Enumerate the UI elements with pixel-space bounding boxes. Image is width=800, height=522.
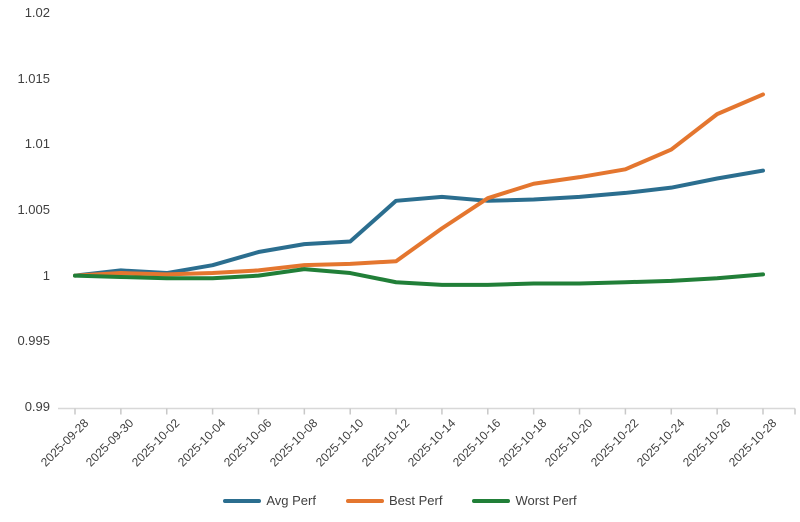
legend-item-worst-perf: Worst Perf — [472, 493, 577, 508]
legend-swatch — [472, 498, 511, 503]
legend-label: Avg Perf — [266, 493, 316, 508]
series-line-avg-perf — [73, 168, 765, 278]
y-tick-label: 0.99 — [24, 399, 50, 414]
y-tick-label: 0.995 — [17, 333, 50, 349]
legend-swatch — [345, 498, 384, 503]
legend-swatch — [223, 498, 262, 503]
y-tick-label: 1.015 — [17, 70, 50, 86]
y-tick-label: 1 — [42, 267, 50, 283]
legend-item-best-perf: Best Perf — [345, 493, 443, 508]
series-line-worst-perf — [73, 267, 765, 287]
y-tick-label: 1.01 — [24, 136, 50, 152]
legend-item-avg-perf: Avg Perf — [223, 493, 316, 508]
y-tick-label: 1.02 — [24, 5, 50, 20]
series-line-best-perf — [73, 92, 765, 278]
legend-label: Best Perf — [388, 493, 443, 508]
legend: Avg Perf Best Perf Worst Perf — [0, 493, 800, 508]
y-tick-label: 1.005 — [17, 202, 50, 217]
legend-label: Worst Perf — [515, 493, 577, 508]
